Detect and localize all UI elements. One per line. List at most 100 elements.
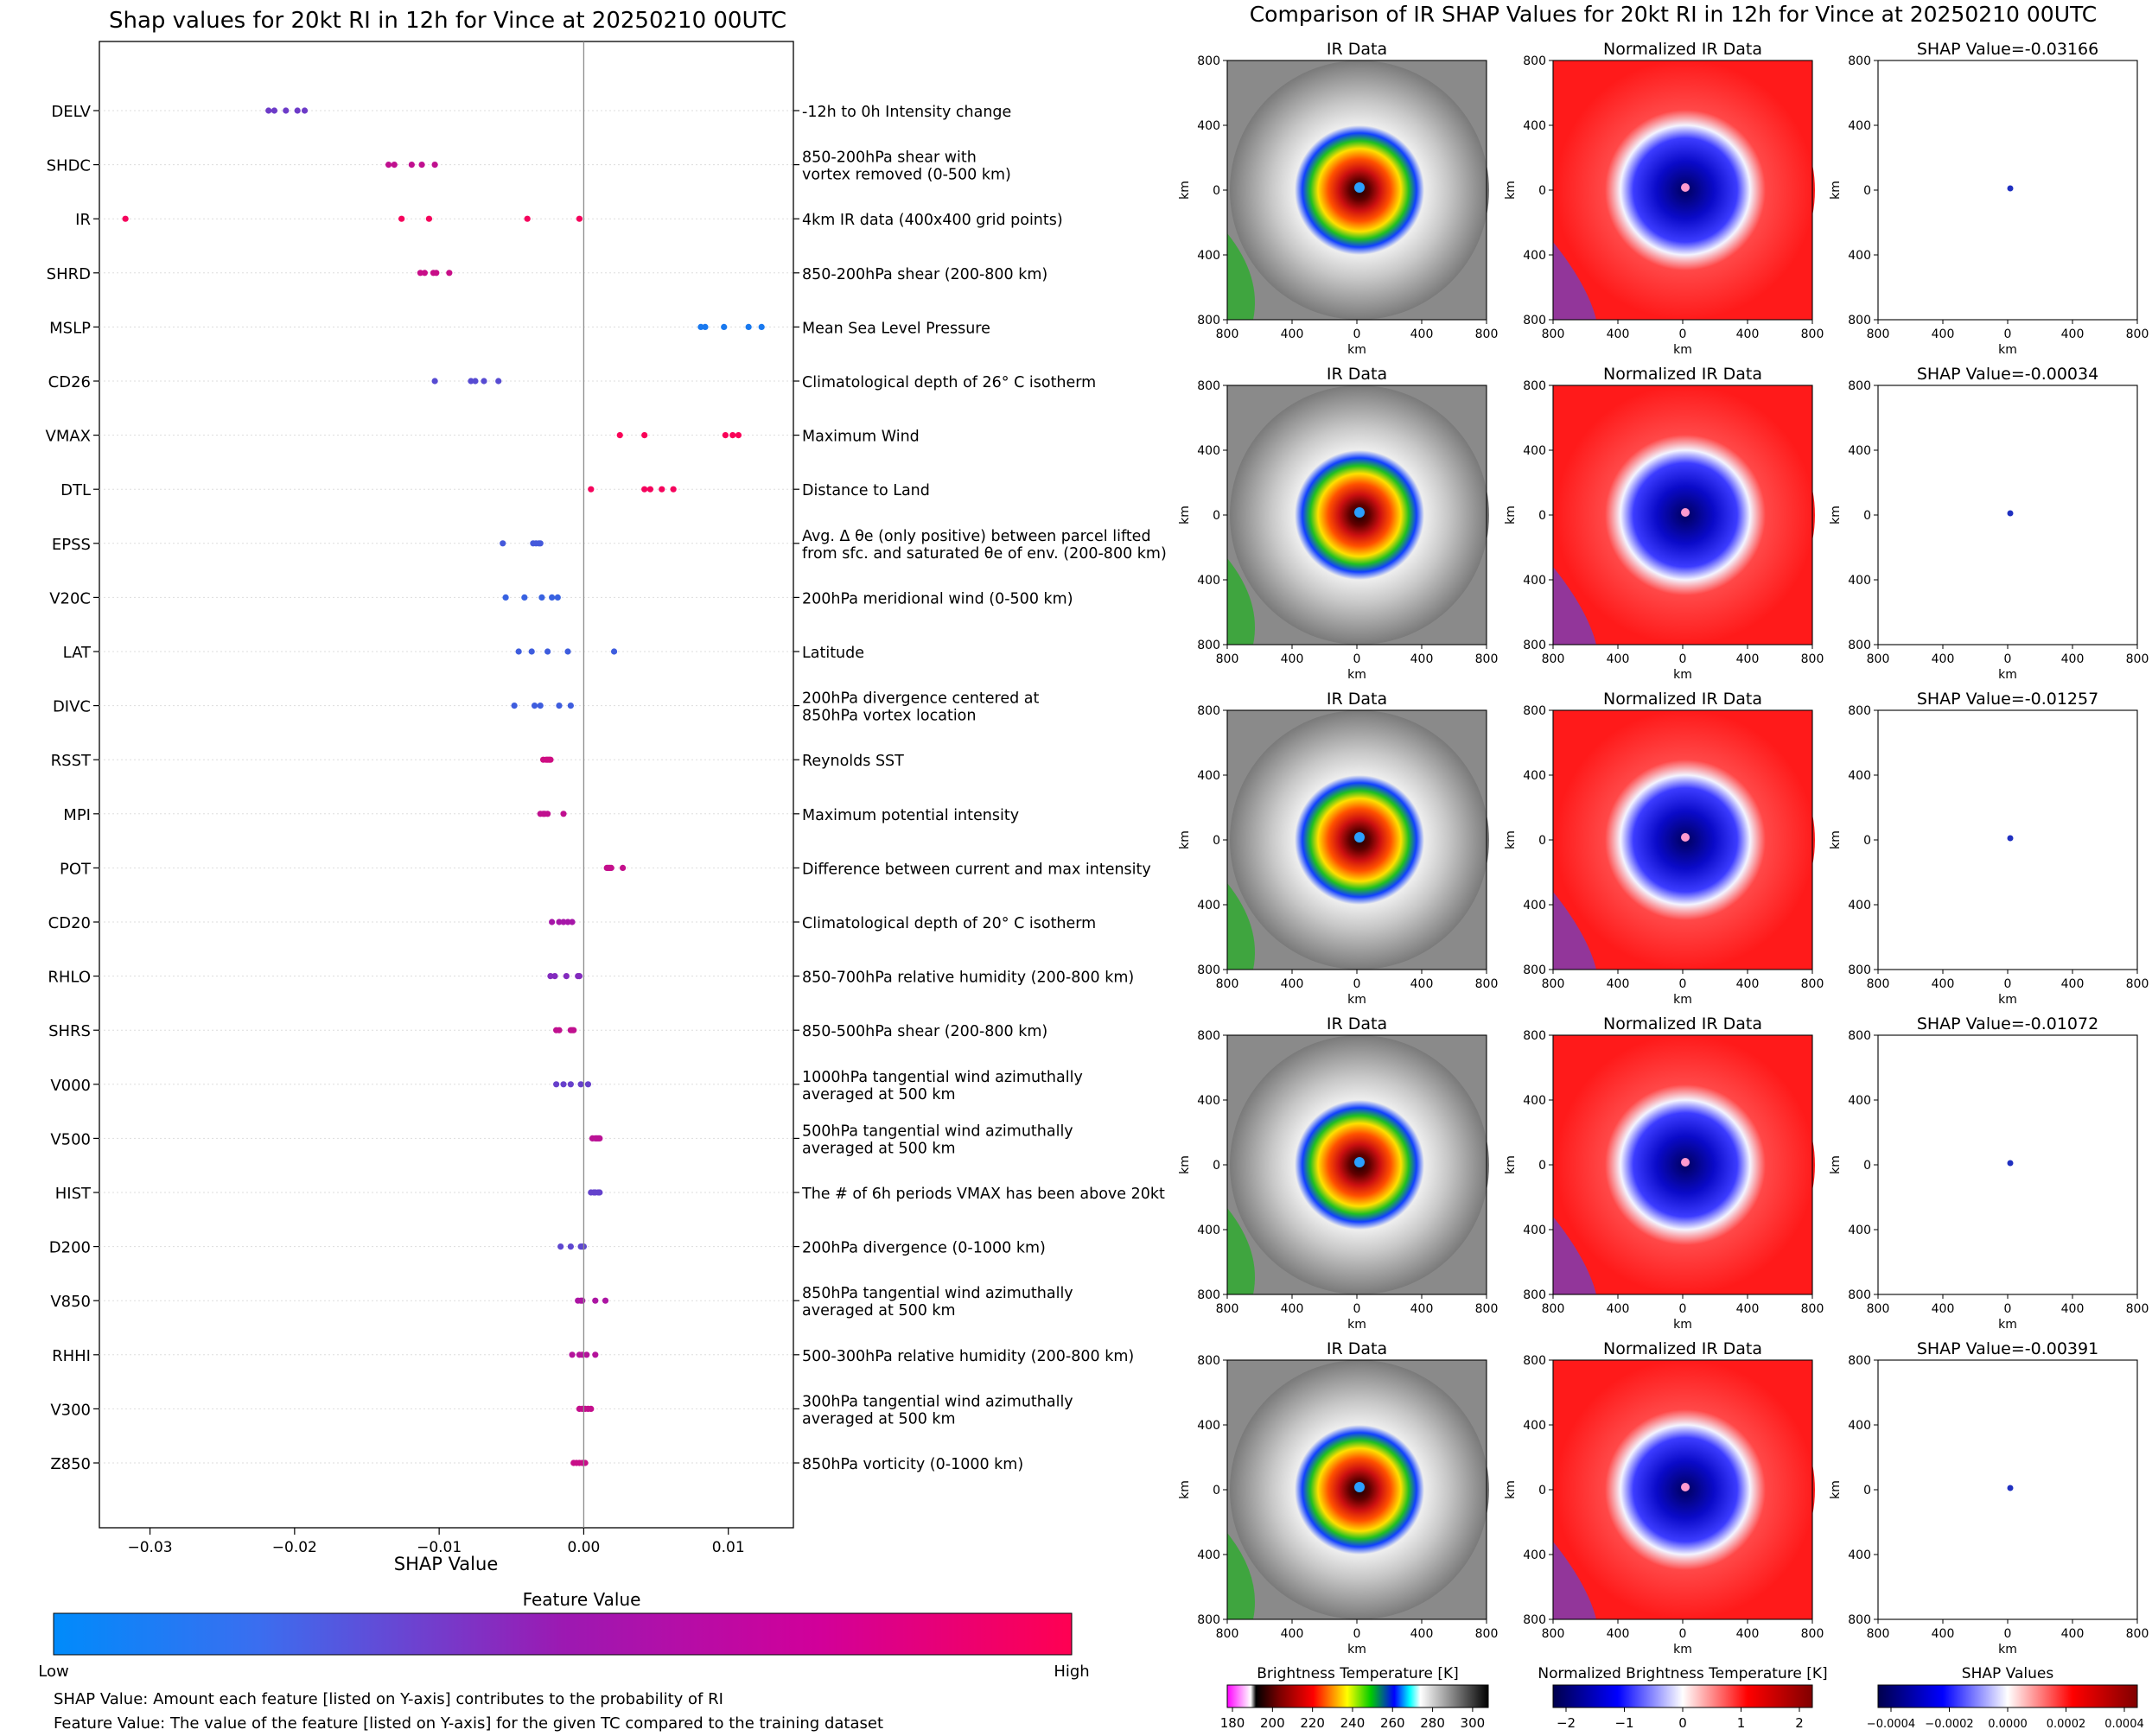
panel-y-tick-label: 800: [1848, 1288, 1871, 1302]
panel-x-axis-label: km: [1998, 1318, 2017, 1332]
panel-y-tick-label: 400: [1197, 1548, 1220, 1562]
colorbar-tick-label: 1: [1737, 1715, 1746, 1731]
feature-name-label: RHLO: [48, 969, 91, 987]
feature-description-label: 200hPa divergence centered at: [802, 690, 1040, 708]
panel-x-tick-label: 400: [1932, 1627, 1955, 1641]
panel-y-tick-label: 800: [1523, 1029, 1546, 1043]
panel-y-axis-label: km: [1178, 1480, 1192, 1499]
panel-x-tick-label: 800: [1216, 1302, 1239, 1316]
shap-point: [538, 594, 545, 601]
panel-y-axis-label: km: [1504, 181, 1518, 200]
feature-description-label: 850-200hPa shear with: [802, 149, 977, 167]
colorbar-tick-label: −0.0002: [1925, 1718, 1973, 1731]
ir-cloud-band: [1227, 883, 1255, 970]
panel-x-tick-label: 400: [2061, 1302, 2085, 1316]
panel-y-tick-label: 800: [1197, 314, 1220, 327]
shap-point: [502, 594, 509, 601]
normalized-storm-eye: [1681, 508, 1690, 517]
normalized-storm-eye: [1681, 183, 1690, 192]
panel-y-tick-label: 800: [1523, 639, 1546, 652]
panel-x-tick-label: 400: [2061, 327, 2085, 341]
panel-y-tick-label: 0: [1538, 1484, 1546, 1498]
panel-y-axis-label: km: [1178, 830, 1192, 849]
shap-point: [579, 1297, 586, 1304]
panel-x-tick-label: 800: [1216, 327, 1239, 341]
panel-y-axis-label: km: [1829, 830, 1843, 849]
shap-point: [547, 756, 554, 763]
feature-name-label: V850: [50, 1293, 91, 1311]
feature-description-label: vortex removed (0-500 km): [802, 167, 1011, 184]
colorbar: [1877, 1684, 2138, 1708]
panel-y-tick-label: 0: [1213, 1159, 1220, 1173]
panel-y-tick-label: 800: [1523, 704, 1546, 718]
normalized-cloud-band: [1553, 567, 1596, 645]
panel-x-tick-label: 400: [1932, 652, 1955, 666]
shap-point: [283, 107, 290, 114]
colorbar-tick-label: 0: [1678, 1715, 1687, 1731]
shap-point: [582, 1459, 589, 1466]
feature-name-label: V20C: [49, 589, 91, 607]
panel-x-tick-label: 400: [1736, 977, 1760, 991]
shap-point: [557, 1243, 564, 1250]
shap-point: [567, 703, 574, 709]
panel-x-axis-label: km: [1347, 668, 1366, 682]
colorbar-tick-label: 0.0004: [2104, 1718, 2144, 1731]
feature-name-label: MSLP: [49, 319, 91, 337]
panel-y-axis-label: km: [1504, 1155, 1518, 1174]
shap-point: [564, 919, 571, 925]
panel-x-axis-label: km: [1673, 343, 1692, 357]
feature-name-label: D200: [49, 1239, 91, 1257]
panel-y-tick-label: 400: [1197, 769, 1220, 783]
shap-point: [758, 323, 765, 330]
feature-name-label: CD20: [48, 914, 91, 932]
colorbar-tick-label: 0.0002: [2047, 1718, 2086, 1731]
colorbar-tick-label: 240: [1340, 1715, 1366, 1731]
panel-x-axis-label: km: [1673, 1318, 1692, 1332]
panel-x-tick-label: 800: [1216, 652, 1239, 666]
panel-x-tick-label: 0: [1679, 1627, 1687, 1641]
panel-y-axis-label: km: [1178, 181, 1192, 200]
panel-y-tick-label: 400: [1848, 574, 1871, 588]
panel-y-tick-label: 400: [1523, 249, 1546, 263]
panel-x-tick-label: 400: [1932, 327, 1955, 341]
panel-x-tick-label: 0: [1679, 977, 1687, 991]
feature-description-label: Avg. Δ θe (only positive) between parcel…: [802, 528, 1151, 545]
shap-hotspot: [2007, 510, 2014, 517]
panel-title: IR Data: [1327, 690, 1387, 709]
shap-point: [398, 215, 405, 222]
panel-y-tick-label: 0: [1213, 184, 1220, 198]
ir-cloud-band: [1227, 558, 1255, 645]
panel-y-tick-label: 800: [1523, 379, 1546, 393]
panel-y-tick-label: 800: [1848, 704, 1871, 718]
shap-point: [619, 864, 627, 872]
shap-point: [670, 486, 677, 493]
feature-description-label: 4km IR data (400x400 grid points): [802, 212, 1063, 229]
panel-x-tick-label: 0: [1353, 327, 1361, 341]
shap-point: [515, 648, 522, 655]
panel-y-tick-label: 400: [1523, 444, 1546, 458]
shap-point: [567, 1081, 574, 1088]
panel-x-tick-label: 400: [2061, 977, 2085, 991]
panel-y-tick-label: 800: [1197, 54, 1220, 68]
panel-x-tick-label: 800: [1867, 652, 1890, 666]
panel-y-axis-label: km: [1829, 506, 1843, 525]
feature-description-label: Maximum Wind: [802, 429, 920, 446]
feature-description-label: from sfc. and saturated θe of env. (200-…: [802, 545, 1167, 563]
feature-value-colorbar: [53, 1612, 1073, 1656]
panel-x-tick-label: 400: [1932, 1302, 1955, 1316]
panel-y-tick-label: 800: [1848, 1613, 1871, 1627]
feature-description-label: averaged at 500 km: [802, 1410, 956, 1428]
panel-title: Normalized IR Data: [1603, 1014, 1762, 1033]
shap-point: [560, 1081, 567, 1088]
feature-value-high-label: High: [1054, 1663, 1089, 1681]
panel-x-tick-label: 400: [1736, 327, 1760, 341]
feature-description-label: averaged at 500 km: [802, 1086, 956, 1103]
feature-name-label: SHRS: [48, 1022, 91, 1040]
shap-point: [265, 107, 272, 114]
panel-y-axis-label: km: [1178, 1155, 1192, 1174]
shap-point: [556, 919, 563, 925]
panel-x-axis-label: km: [1347, 1318, 1366, 1332]
panel-x-tick-label: 0: [2004, 1627, 2012, 1641]
shap-point: [549, 919, 556, 925]
